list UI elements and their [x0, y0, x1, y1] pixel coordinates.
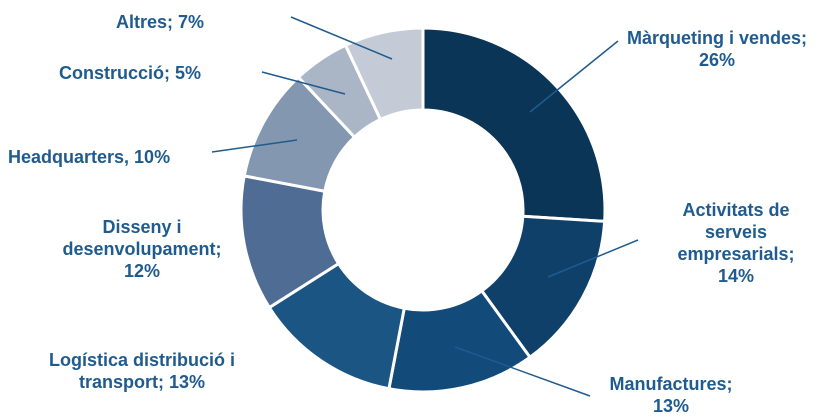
data-label-line: serveis [705, 222, 767, 242]
data-label-line: Activitats de [682, 200, 789, 220]
data-label: Altres; 7% [116, 12, 204, 32]
leader-line [529, 40, 619, 113]
data-label-line: 12% [124, 261, 160, 281]
data-label-line: 14% [718, 266, 754, 286]
slice-altres [343, 26, 425, 122]
leader-line [547, 239, 639, 278]
data-label: Logística distribució i transport; 13% [49, 350, 235, 392]
leader-line [454, 346, 591, 397]
data-label: Activitats de serveis empresarials; 14% [677, 200, 794, 286]
leader-line [261, 71, 346, 95]
data-label: Headquarters, 10% [8, 147, 170, 167]
slice-m-rqueting-i-vendes [421, 26, 607, 224]
data-label-line: desenvolupament; [62, 239, 221, 259]
data-label-line: Màrqueting i vendes; [627, 28, 807, 48]
data-label-line: Altres; 7% [116, 12, 204, 32]
data-label-line: Construcció; 5% [59, 63, 201, 83]
leader-line [290, 16, 393, 60]
data-label: Màrqueting i vendes; 26% [627, 28, 807, 70]
data-label-line: Manufactures; [609, 374, 732, 394]
data-label-line: empresarials; [677, 244, 794, 264]
data-label-line: 26% [699, 50, 735, 70]
data-label-line: 13% [653, 396, 689, 416]
data-label: Manufactures; 13% [609, 374, 732, 416]
leader-line [211, 139, 298, 153]
data-label-line: Disseny i [102, 217, 181, 237]
leader-lines-group [211, 16, 639, 397]
data-label: Disseny i desenvolupament; 12% [62, 217, 221, 281]
labels-group: Màrqueting i vendes; 26% Activitats de serv… [8, 12, 807, 416]
slices-group [239, 26, 607, 394]
data-label-line: transport; 13% [79, 372, 205, 392]
data-label: Construcció; 5% [59, 63, 201, 83]
data-label-line: Logística distribució i [49, 350, 235, 370]
data-label-line: Headquarters, 10% [8, 147, 170, 167]
